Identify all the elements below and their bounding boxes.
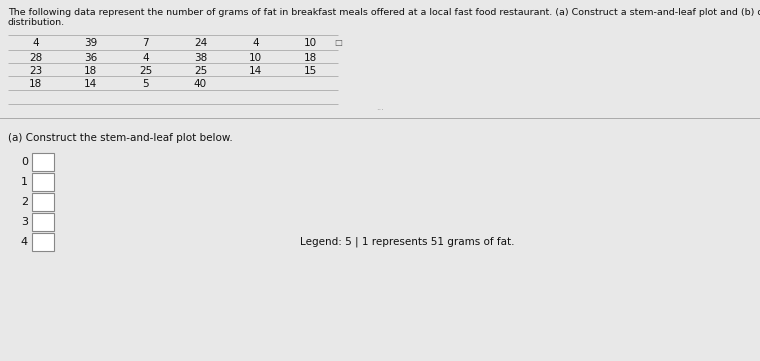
FancyBboxPatch shape bbox=[32, 153, 54, 171]
Text: 36: 36 bbox=[84, 53, 97, 63]
Text: 4: 4 bbox=[21, 237, 28, 247]
FancyBboxPatch shape bbox=[32, 173, 54, 191]
Text: 38: 38 bbox=[194, 53, 207, 63]
Text: 4: 4 bbox=[252, 38, 259, 48]
Text: 7: 7 bbox=[142, 38, 149, 48]
Text: 3: 3 bbox=[21, 217, 28, 227]
Text: □: □ bbox=[334, 39, 343, 48]
Text: distribution.: distribution. bbox=[8, 18, 65, 27]
Text: (a) Construct the stem-and-leaf plot below.: (a) Construct the stem-and-leaf plot bel… bbox=[8, 133, 233, 143]
Text: 40: 40 bbox=[194, 79, 207, 89]
Text: 15: 15 bbox=[304, 66, 317, 76]
Text: 0: 0 bbox=[21, 157, 28, 167]
FancyBboxPatch shape bbox=[32, 233, 54, 251]
Text: 14: 14 bbox=[84, 79, 97, 89]
FancyBboxPatch shape bbox=[32, 213, 54, 231]
Text: 2: 2 bbox=[21, 197, 28, 207]
Text: 10: 10 bbox=[249, 53, 262, 63]
Text: 5: 5 bbox=[142, 79, 149, 89]
Text: The following data represent the number of grams of fat in breakfast meals offer: The following data represent the number … bbox=[8, 8, 760, 17]
Text: 1: 1 bbox=[21, 177, 28, 187]
Text: 25: 25 bbox=[139, 66, 152, 76]
Text: 39: 39 bbox=[84, 38, 97, 48]
Text: ···: ··· bbox=[376, 106, 384, 115]
Text: 4: 4 bbox=[32, 38, 39, 48]
Text: Legend: 5 | 1 represents 51 grams of fat.: Legend: 5 | 1 represents 51 grams of fat… bbox=[300, 237, 515, 247]
Text: 10: 10 bbox=[304, 38, 317, 48]
Text: 18: 18 bbox=[304, 53, 317, 63]
Text: 23: 23 bbox=[29, 66, 42, 76]
FancyBboxPatch shape bbox=[32, 193, 54, 211]
Text: 28: 28 bbox=[29, 53, 42, 63]
Text: 25: 25 bbox=[194, 66, 207, 76]
Text: 24: 24 bbox=[194, 38, 207, 48]
Text: 18: 18 bbox=[84, 66, 97, 76]
Text: 14: 14 bbox=[249, 66, 262, 76]
Text: 18: 18 bbox=[29, 79, 42, 89]
Text: 4: 4 bbox=[142, 53, 149, 63]
